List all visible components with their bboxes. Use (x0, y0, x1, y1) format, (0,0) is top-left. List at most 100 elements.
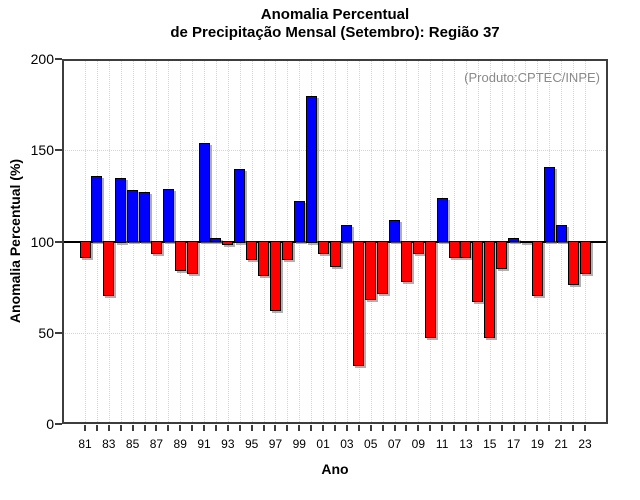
chart-title-line1: Anomalia Percentual (260, 6, 410, 23)
bar-year-18 (519, 240, 531, 243)
x-tick-label-03: 03 (340, 437, 354, 451)
source-annotation: (Produto:CPTEC/INPE) (464, 70, 600, 85)
x-tick-22 (572, 425, 575, 431)
bar-year-17 (508, 237, 520, 243)
bar-year-10 (424, 240, 436, 339)
bar-year-99 (293, 201, 305, 243)
x-tick-21 (560, 425, 563, 431)
bar-year-85 (127, 190, 139, 243)
y-tick-100 (55, 240, 62, 243)
x-tick-05 (369, 425, 372, 431)
x-tick-label-19: 19 (530, 437, 545, 451)
bar-year-84 (115, 177, 127, 243)
x-tick-17 (512, 425, 515, 431)
bar-year-09 (412, 240, 424, 255)
x-tick-98 (286, 425, 289, 431)
x-tick-82 (95, 425, 98, 431)
x-tick-12 (453, 425, 456, 431)
x-tick-label-21: 21 (554, 437, 568, 451)
x-tick-15 (488, 425, 491, 431)
x-tick-label-17: 17 (506, 437, 521, 451)
bar-year-81 (79, 240, 91, 258)
bar-year-92 (210, 237, 222, 243)
x-tick-label-85: 85 (125, 437, 140, 451)
x-tick-label-13: 13 (459, 437, 473, 451)
x-tick-86 (143, 425, 146, 431)
bar-year-03 (341, 225, 353, 243)
x-tick-83 (107, 425, 110, 431)
bar-year-01 (317, 240, 329, 255)
y-tick-label-100: 100 (30, 233, 54, 250)
x-tick-91 (203, 425, 206, 431)
x-tick-label-11: 11 (435, 437, 449, 451)
x-tick-10 (429, 425, 432, 431)
bar-year-82 (91, 175, 103, 243)
bar-year-11 (436, 197, 448, 243)
x-tick-18 (524, 425, 527, 431)
x-tick-13 (464, 425, 467, 431)
y-tick-label-50: 50 (38, 324, 54, 341)
bar-year-00 (305, 95, 317, 243)
y-tick-150 (55, 149, 62, 152)
x-tick-23 (584, 425, 586, 431)
y-tick-50 (55, 331, 62, 334)
x-tick-02 (334, 425, 336, 431)
x-tick-11 (441, 425, 444, 431)
bar-year-16 (496, 240, 508, 269)
y-tick-0 (55, 423, 62, 425)
bar-year-91 (198, 142, 210, 243)
x-tick-label-89: 89 (173, 437, 187, 451)
bar-year-83 (103, 240, 115, 297)
x-tick-label-81: 81 (78, 437, 92, 451)
chart-title: Anomalia Percentual de Precipitação Mens… (62, 6, 608, 42)
x-tick-03 (345, 425, 348, 431)
x-tick-label-99: 99 (292, 437, 306, 451)
x-tick-label-23: 23 (578, 437, 592, 451)
x-tick-01 (322, 425, 325, 431)
x-tick-95 (250, 425, 253, 431)
x-tick-19 (536, 425, 539, 431)
bar-year-15 (484, 240, 496, 339)
x-tick-label-87: 87 (149, 437, 164, 451)
x-tick-label-15: 15 (483, 437, 497, 451)
bar-year-96 (258, 240, 270, 277)
x-tick-81 (84, 425, 86, 431)
bar-year-05 (365, 240, 377, 300)
x-tick-14 (476, 425, 479, 431)
bar-year-08 (400, 240, 412, 282)
bar-year-97 (269, 240, 281, 311)
bar-year-04 (353, 240, 365, 366)
x-tick-07 (393, 425, 396, 431)
x-tick-09 (417, 425, 420, 431)
y-tick-label-150: 150 (30, 142, 54, 159)
bar-year-89 (174, 240, 186, 271)
x-tick-97 (274, 425, 277, 431)
bar-year-14 (472, 240, 484, 302)
x-tick-label-83: 83 (102, 437, 116, 451)
chart-title-line2: de Precipitação Mensal (Setembro): Regiã… (170, 24, 500, 41)
bar-year-22 (567, 240, 579, 286)
x-tick-99 (298, 425, 301, 431)
x-tick-label-07: 07 (387, 437, 402, 451)
bar-year-94 (234, 168, 246, 243)
x-tick-label-05: 05 (364, 437, 378, 451)
plot-area: (Produto:CPTEC/INPE) (62, 59, 608, 424)
x-tick-06 (381, 425, 384, 431)
x-tick-04 (357, 425, 360, 431)
y-tick-label-200: 200 (30, 51, 54, 67)
x-axis-label: Ano (321, 461, 349, 477)
bar-year-07 (389, 219, 401, 243)
bar-year-19 (531, 240, 543, 297)
x-tick-20 (548, 425, 551, 431)
bar-year-86 (139, 192, 151, 243)
x-tick-90 (191, 425, 194, 431)
x-tick-label-97: 97 (268, 437, 283, 451)
x-tick-94 (238, 425, 241, 431)
bar-year-87 (150, 240, 162, 255)
x-tick-96 (262, 425, 265, 431)
bar-year-06 (377, 240, 389, 295)
x-tick-87 (155, 425, 158, 431)
bar-year-13 (460, 240, 472, 258)
y-tick-label-0: 0 (46, 416, 54, 432)
